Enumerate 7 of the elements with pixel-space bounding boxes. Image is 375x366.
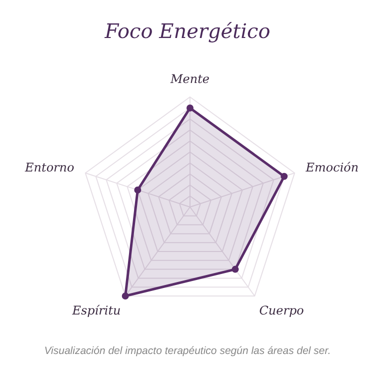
text: Visualización del impacto terapéutico según las áreas del ser. bbox=[44, 345, 331, 357]
spoke-label: Entorno bbox=[24, 160, 74, 174]
spoke-label: Espíritu bbox=[71, 304, 121, 318]
spoke-label: Cuerpo bbox=[259, 304, 304, 318]
spoke-label: Mente bbox=[169, 72, 210, 86]
spoke-label: Emoción bbox=[304, 160, 359, 174]
chart-title: Foco Energético bbox=[104, 19, 270, 43]
